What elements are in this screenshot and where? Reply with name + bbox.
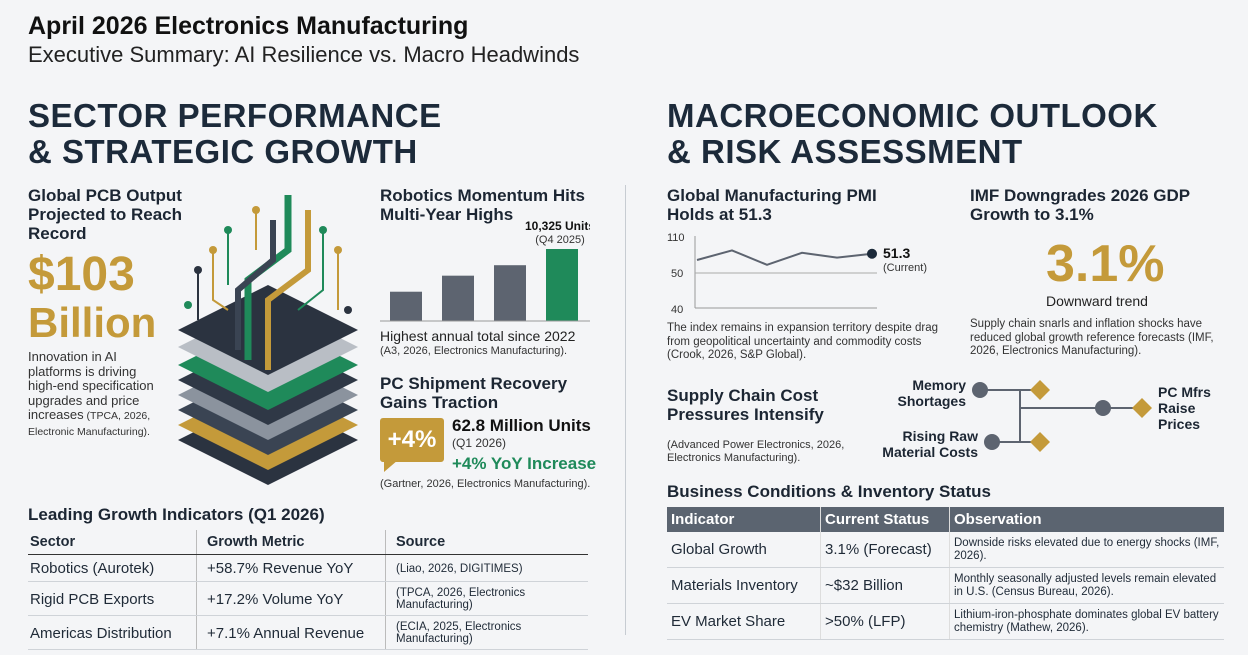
pcb-title: Global PCB Output Projected to Reach Rec… [28, 186, 182, 243]
indicators-col-source: Source [385, 530, 588, 555]
pmi-line-chart: 110 50 40 51.3 (Current) [667, 232, 927, 316]
pmi-ytick-top: 110 [667, 232, 685, 244]
table-cell: ~$32 Billion [820, 567, 950, 604]
left-section-heading: SECTOR PERFORMANCE & STRATEGIC GROWTH [28, 97, 442, 170]
pcb-description: Innovation in AI platforms is driving hi… [28, 349, 154, 438]
pc-units: 62.8 Million Units [452, 416, 591, 435]
section-divider [625, 185, 626, 635]
pmi-current-point [867, 248, 877, 259]
table-cell: (TPCA, 2026, Electronics Manufacturing) [385, 581, 588, 616]
table-cell: Downside risks elevated due to energy sh… [949, 532, 1224, 568]
pc-node-icon [1095, 400, 1111, 416]
pc-title: PC Shipment Recovery Gains Traction [380, 374, 568, 412]
business-col-status: Current Status [820, 507, 950, 532]
page-subtitle: Executive Summary: AI Resilience vs. Mac… [28, 42, 580, 67]
imf-value: 3.1% [1046, 235, 1165, 293]
supply-flow-diagram [972, 380, 1152, 452]
pmi-value-label: 51.3 [883, 245, 910, 261]
robotics-bar-3 [546, 249, 578, 321]
robotics-bar-chart: 10,325 Units (Q4 2025) [380, 219, 590, 322]
business-title: Business Conditions & Inventory Status [667, 482, 991, 501]
table-row: Rigid PCB Exports +17.2% Volume YoY (TPC… [28, 581, 588, 616]
node-pc-label: PC Mfrs Raise Prices [1158, 384, 1211, 432]
raw-node-icon [984, 434, 1000, 450]
indicators-col-sector: Sector [28, 530, 197, 555]
table-header-row: Indicator Current Status Observation [667, 507, 1224, 532]
table-cell: EV Market Share [667, 603, 821, 640]
pc-growth: +4% YoY Increase [452, 454, 597, 473]
robotics-bar-2 [494, 265, 526, 321]
table-row: Global Growth 3.1% (Forecast) Downside r… [667, 532, 1224, 568]
pcb-unit: Billion [28, 299, 157, 346]
table-row: Materials Inventory ~$32 Billion Monthly… [667, 567, 1224, 604]
pc-badge: +4% [380, 418, 444, 472]
table-cell: 3.1% (Forecast) [820, 532, 950, 568]
memory-node-icon [972, 382, 988, 398]
table-cell: +7.1% Annual Revenue [196, 615, 386, 650]
robotics-bar-1 [442, 275, 474, 321]
table-cell: Americas Distribution [28, 615, 197, 650]
table-cell: +17.2% Volume YoY [196, 581, 386, 616]
pc-badge-tail-icon [384, 460, 398, 472]
page-title: April 2026 Electronics Manufacturing [28, 12, 469, 40]
pc-cite: (Gartner, 2026, Electronics Manufacturin… [380, 478, 591, 490]
table-cell: Lithium-iron-phosphate dominates global … [949, 603, 1224, 640]
table-header-row: Sector Growth Metric Source [28, 530, 588, 555]
indicators-title: Leading Growth Indicators (Q1 2026) [28, 505, 325, 524]
pmi-ytick-bottom: 40 [671, 304, 683, 316]
pmi-ytick-mid: 50 [671, 268, 683, 280]
robotics-bar-0 [390, 291, 422, 321]
node-raw-label: Rising Raw Material Costs [882, 428, 978, 460]
table-cell: Monthly seasonally adjusted levels remai… [949, 567, 1224, 604]
table-cell: (ECIA, 2025, Electronics Manufacturing) [385, 615, 588, 650]
business-table: Indicator Current Status Observation Glo… [667, 507, 1224, 640]
robotics-cite: (A3, 2026, Electronics Manufacturing). [380, 345, 568, 357]
table-cell: >50% (LFP) [820, 603, 950, 640]
circuit-board-illustration-icon [178, 195, 358, 485]
right-section-heading: MACROECONOMIC OUTLOOK & RISK ASSESSMENT [667, 97, 1158, 170]
table-cell: +58.7% Revenue YoY [196, 554, 386, 582]
table-cell: Global Growth [667, 532, 821, 568]
supply-title: Supply Chain Cost Pressures Intensify [667, 386, 824, 424]
robotics-caption: Highest annual total since 2022 [380, 328, 576, 344]
memory-diamond-icon [1030, 380, 1050, 400]
pmi-description: The index remains in expansion territory… [667, 322, 939, 361]
table-cell: (Liao, 2026, DIGITIMES) [385, 554, 588, 582]
pc-period: (Q1 2026) [452, 436, 507, 450]
pc-diamond-icon [1132, 398, 1152, 418]
robotics-top-label: 10,325 Units [525, 219, 590, 233]
pcb-value: $103 [28, 248, 135, 301]
raw-diamond-icon [1030, 432, 1050, 452]
table-row: EV Market Share >50% (LFP) Lithium-iron-… [667, 603, 1224, 640]
node-memory-label: Memory Shortages [897, 377, 966, 409]
table-cell: Rigid PCB Exports [28, 581, 197, 616]
supply-cite: (Advanced Power Electronics, 2026, Elect… [667, 439, 845, 464]
business-col-indicator: Indicator [667, 507, 821, 532]
pmi-current-label: (Current) [883, 262, 927, 274]
pmi-series-line [696, 249, 873, 266]
imf-trend: Downward trend [1046, 293, 1148, 309]
pmi-title: Global Manufacturing PMI Holds at 51.3 [667, 186, 877, 224]
robotics-top-sublabel: (Q4 2025) [535, 234, 585, 246]
indicators-table: Sector Growth Metric Source Robotics (Au… [28, 530, 588, 650]
indicators-col-metric: Growth Metric [196, 530, 386, 555]
imf-description: Supply chain snarls and inflation shocks… [970, 318, 1214, 357]
table-cell: Materials Inventory [667, 567, 821, 604]
table-cell: Robotics (Aurotek) [28, 554, 197, 582]
business-col-observation: Observation [949, 507, 1224, 532]
imf-title: IMF Downgrades 2026 GDP Growth to 3.1% [970, 186, 1190, 224]
table-row: Robotics (Aurotek) +58.7% Revenue YoY (L… [28, 554, 588, 582]
table-row: Americas Distribution +7.1% Annual Reven… [28, 615, 588, 650]
robotics-title: Robotics Momentum Hits Multi-Year Highs [380, 186, 585, 224]
